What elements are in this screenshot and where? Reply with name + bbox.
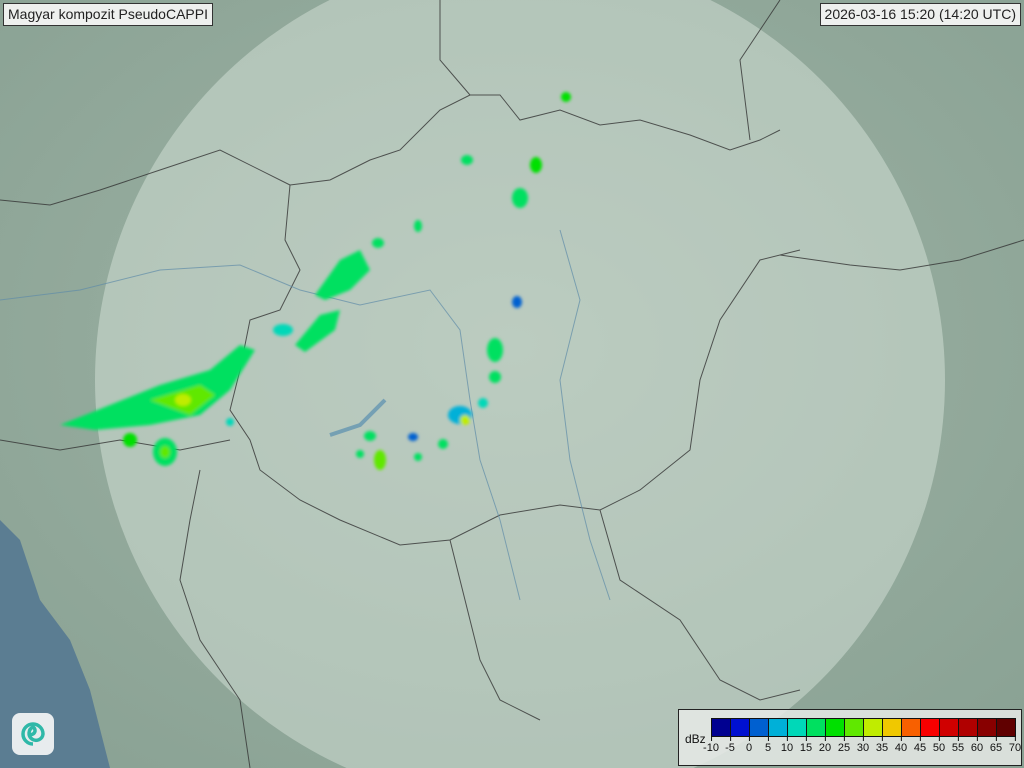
legend-swatch — [769, 719, 788, 736]
legend-swatch — [864, 719, 883, 736]
legend-swatch — [959, 719, 978, 736]
legend-color-bar — [711, 718, 1016, 737]
radar-coverage-area — [95, 0, 945, 768]
legend-tick-label: 60 — [971, 736, 983, 754]
legend-swatch — [940, 719, 959, 736]
legend-tick-label: -10 — [703, 736, 719, 754]
legend-tick-label: 35 — [876, 736, 888, 754]
legend-tick-label: 10 — [781, 736, 793, 754]
legend-swatch — [978, 719, 997, 736]
legend-swatch — [902, 719, 921, 736]
legend-tick-label: 50 — [933, 736, 945, 754]
legend-tick-label: 20 — [819, 736, 831, 754]
legend-swatch — [826, 719, 845, 736]
legend-swatch — [731, 719, 750, 736]
legend-swatch — [845, 719, 864, 736]
legend-swatch — [807, 719, 826, 736]
radar-echoes — [60, 92, 571, 470]
legend-swatch — [750, 719, 769, 736]
legend-swatch — [788, 719, 807, 736]
legend-tick-label: 70 — [1009, 736, 1021, 754]
legend-ticks: -10 -5 0 5 10 15 20 25 30 35 40 45 50 55 60 65 70 — [703, 736, 1021, 760]
rivers — [0, 229, 611, 601]
legend-tick-label: 40 — [895, 736, 907, 754]
legend-tick-label: 0 — [746, 736, 752, 754]
legend-swatch — [883, 719, 902, 736]
map-title: Magyar kompozit PseudoCAPPI — [3, 3, 213, 26]
timestamp: 2026-03-16 15:20 (14:20 UTC) — [819, 3, 1021, 26]
legend-swatch — [921, 719, 940, 736]
legend-swatch — [712, 719, 731, 736]
legend-swatch — [997, 719, 1015, 736]
adriatic-sea — [0, 520, 110, 768]
dbz-legend: dBz -10 -5 0 5 10 15 20 25 30 35 40 45 50 55 60 65 70 — [678, 709, 1022, 766]
legend-tick-label: 55 — [952, 736, 964, 754]
legend-tick-label: 25 — [838, 736, 850, 754]
legend-tick-label: 45 — [914, 736, 926, 754]
legend-tick-label: 5 — [765, 736, 771, 754]
swirl-logo-icon — [12, 713, 54, 755]
legend-tick-label: -5 — [725, 736, 735, 754]
legend-tick-label: 65 — [990, 736, 1002, 754]
legend-unit: dBz — [685, 732, 706, 746]
legend-tick-label: 30 — [857, 736, 869, 754]
legend-tick-label: 15 — [800, 736, 812, 754]
